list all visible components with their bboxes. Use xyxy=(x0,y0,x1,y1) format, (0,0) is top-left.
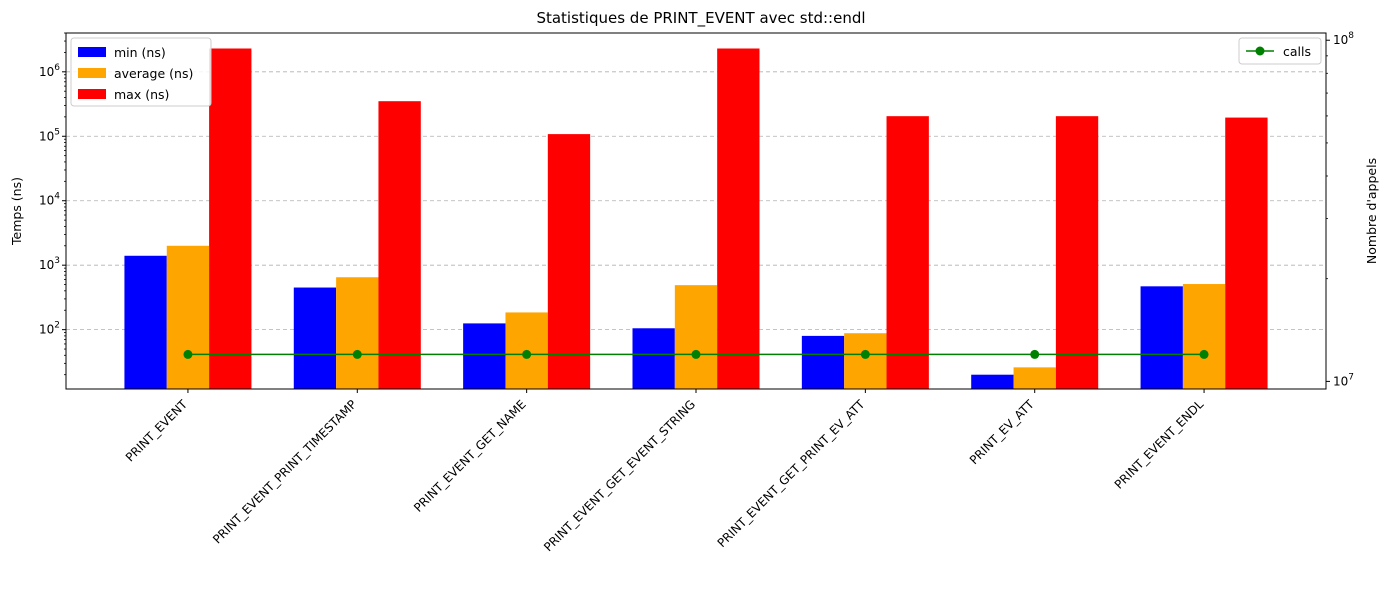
y-tick-label: 103 xyxy=(39,256,60,272)
bar-min-print_event xyxy=(124,255,167,389)
y2-tick-label: 107 xyxy=(1333,372,1354,388)
legend-right: calls xyxy=(1238,37,1322,65)
legend-right-box xyxy=(1238,37,1322,65)
x-tick-label: PRINT_EV_ATT xyxy=(967,397,1037,467)
bar-average-print_event_get_print_ev_att xyxy=(844,333,887,389)
bar-max-print_ev_att xyxy=(1055,116,1099,389)
bar-min-print_event_get_name xyxy=(463,323,506,389)
bar-max-print_event_get_name xyxy=(547,134,591,389)
calls-point xyxy=(860,349,870,359)
y2-tick-base: 10 xyxy=(1333,33,1348,47)
y-tick-base: 10 xyxy=(39,129,54,143)
y2-tick-exponent: 8 xyxy=(1348,31,1354,41)
legend-label: calls xyxy=(1283,44,1311,59)
bar-min-print_ev_att xyxy=(971,374,1014,389)
bars-layer xyxy=(124,48,1268,389)
calls-point xyxy=(352,349,362,359)
legend-swatch xyxy=(78,89,106,99)
y2-tick-label: 108 xyxy=(1333,31,1354,47)
legend-calls-marker xyxy=(1255,46,1265,56)
bar-max-print_event_get_event_string xyxy=(717,48,760,389)
bar-average-print_ev_att xyxy=(1013,367,1056,389)
calls-point xyxy=(522,349,532,359)
bar-max-print_event_get_print_ev_att xyxy=(886,116,929,389)
x-tick-label: PRINT_EVENT_GET_NAME xyxy=(411,397,529,515)
bar-max-print_event_print_timestamp xyxy=(378,101,421,389)
bar-average-print_event_endl xyxy=(1182,284,1226,389)
bar-max-print_event xyxy=(209,48,252,389)
y-tick-base: 10 xyxy=(39,323,54,337)
y2-tick-base: 10 xyxy=(1333,374,1348,388)
bar-min-print_event_endl xyxy=(1140,286,1183,389)
x-tick-label: PRINT_EVENT_ENDL xyxy=(1112,397,1207,492)
x-tick-label: PRINT_EVENT_GET_PRINT_EV_ATT xyxy=(715,397,868,550)
bar-max-print_event_endl xyxy=(1225,117,1268,389)
y-tick-base: 10 xyxy=(39,258,54,272)
calls-point xyxy=(691,349,701,359)
y2-tick-exponent: 7 xyxy=(1348,372,1354,382)
y-tick-label: 105 xyxy=(39,127,60,143)
y-tick-exponent: 4 xyxy=(54,192,60,202)
bar-average-print_event xyxy=(166,245,210,389)
y-tick-exponent: 5 xyxy=(54,127,60,137)
y-axis-title: Temps (ns) xyxy=(9,177,24,246)
chart-title: Statistiques de PRINT_EVENT avec std::en… xyxy=(536,9,865,28)
y-tick-exponent: 2 xyxy=(54,321,60,331)
bar-min-print_event_get_print_ev_att xyxy=(801,335,845,389)
bar-average-print_event_get_event_string xyxy=(674,285,718,389)
x-tick-label: PRINT_EVENT_PRINT_TIMESTAMP xyxy=(210,397,359,546)
y-tick-label: 106 xyxy=(39,63,60,79)
legend-swatch xyxy=(78,68,106,78)
calls-point xyxy=(1030,349,1040,359)
calls-point xyxy=(183,349,193,359)
legend-swatch xyxy=(78,47,106,57)
x-tick-label: PRINT_EVENT xyxy=(123,397,191,465)
legend-left: min (ns) average (ns) max (ns) xyxy=(70,37,212,107)
legend-label: min (ns) xyxy=(114,45,166,60)
x-tick-label: PRINT_EVENT_GET_EVENT_STRING xyxy=(541,397,698,554)
y-tick-base: 10 xyxy=(39,194,54,208)
legend-label: max (ns) xyxy=(114,87,169,102)
y-tick-base: 10 xyxy=(39,65,54,79)
y-tick-exponent: 3 xyxy=(54,256,60,266)
bar-average-print_event_print_timestamp xyxy=(336,277,379,389)
bar-min-print_event_print_timestamp xyxy=(293,287,337,389)
y-tick-label: 102 xyxy=(39,321,60,337)
bar-min-print_event_get_event_string xyxy=(632,328,675,389)
y-tick-exponent: 6 xyxy=(54,63,60,73)
calls-line-layer xyxy=(183,349,1209,359)
legend-label: average (ns) xyxy=(114,66,193,81)
y2-axis-title: Nombre d'appels xyxy=(1364,158,1379,264)
calls-point xyxy=(1199,349,1209,359)
y-tick-label: 104 xyxy=(39,192,60,208)
grid-layer xyxy=(66,71,1326,331)
